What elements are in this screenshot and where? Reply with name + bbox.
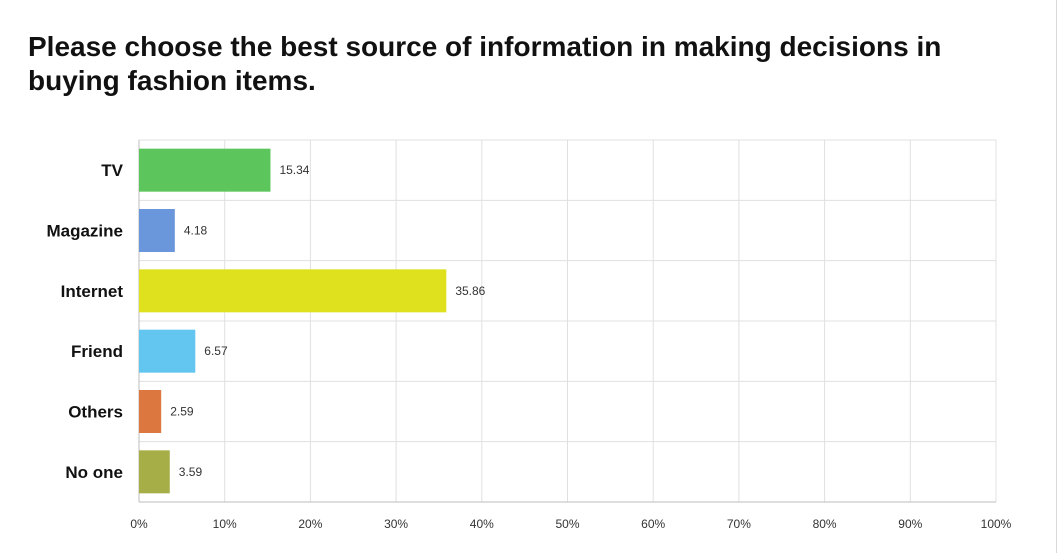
- bar: [139, 209, 175, 252]
- value-label: 35.86: [455, 284, 485, 298]
- value-label: 15.34: [279, 163, 309, 177]
- x-tick-label: 30%: [384, 517, 408, 531]
- category-label: Internet: [61, 282, 124, 301]
- value-label: 4.18: [184, 224, 208, 238]
- bar: [139, 329, 196, 373]
- category-label: Others: [68, 403, 123, 422]
- value-label: 2.59: [170, 405, 194, 419]
- category-label: Friend: [71, 342, 123, 361]
- x-tick-label: 10%: [213, 517, 237, 531]
- chart-title: Please choose the best source of informa…: [28, 31, 942, 96]
- x-tick-label: 80%: [813, 517, 837, 531]
- category-label: Magazine: [46, 222, 123, 241]
- value-label: 6.57: [204, 344, 228, 358]
- value-label: 3.59: [179, 465, 203, 479]
- x-tick-label: 0%: [130, 517, 148, 531]
- x-tick-label: 90%: [898, 517, 922, 531]
- x-tick-label: 60%: [641, 517, 665, 531]
- bar: [139, 450, 170, 494]
- x-tick-label: 100%: [981, 517, 1012, 531]
- x-tick-label: 50%: [555, 517, 579, 531]
- bar: [139, 390, 162, 433]
- category-label: TV: [101, 161, 123, 180]
- x-tick-label: 70%: [727, 517, 751, 531]
- x-tick-label: 40%: [470, 517, 494, 531]
- category-label: No one: [65, 463, 123, 482]
- bar: [139, 148, 271, 192]
- bar: [139, 269, 447, 313]
- x-tick-label: 20%: [298, 517, 322, 531]
